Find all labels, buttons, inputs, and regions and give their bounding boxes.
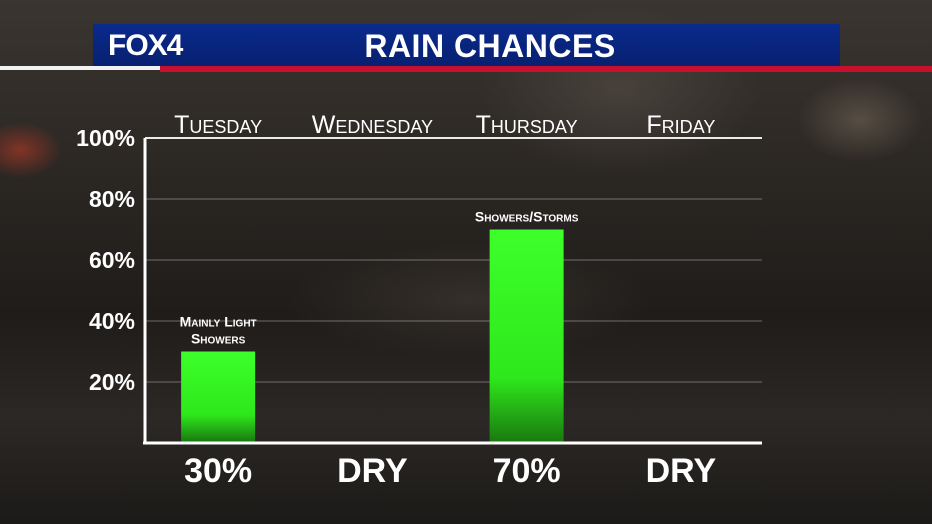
value-label: DRY xyxy=(646,452,717,490)
bar-tuesday xyxy=(181,351,256,442)
day-label: Tuesday xyxy=(174,111,262,139)
y-tick-label: 40% xyxy=(89,308,135,334)
bar-annotation: Showers/Storms xyxy=(475,209,579,225)
value-label: DRY xyxy=(337,452,408,490)
chart-title: RAIN CHANCES xyxy=(364,28,616,64)
value-label: 70% xyxy=(493,452,561,490)
y-tick-label: 60% xyxy=(89,247,135,273)
bar-annotation: Showers xyxy=(191,331,246,347)
day-label: Thursday xyxy=(476,111,578,139)
bar-annotation: Mainly Light xyxy=(180,314,257,330)
value-label: 30% xyxy=(184,452,252,490)
fox4-logo: FOX4 xyxy=(108,29,183,62)
day-label: Friday xyxy=(646,111,715,139)
title-bar xyxy=(93,24,840,66)
bars xyxy=(181,229,564,442)
day-label: Wednesday xyxy=(312,111,433,139)
bar-thursday xyxy=(489,229,564,442)
y-tick-label: 20% xyxy=(89,369,135,395)
y-tick-label: 80% xyxy=(89,186,135,212)
header-rule-red xyxy=(160,66,932,72)
axes xyxy=(143,138,762,445)
header-rule-white xyxy=(0,66,160,70)
y-tick-label: 100% xyxy=(76,125,135,151)
